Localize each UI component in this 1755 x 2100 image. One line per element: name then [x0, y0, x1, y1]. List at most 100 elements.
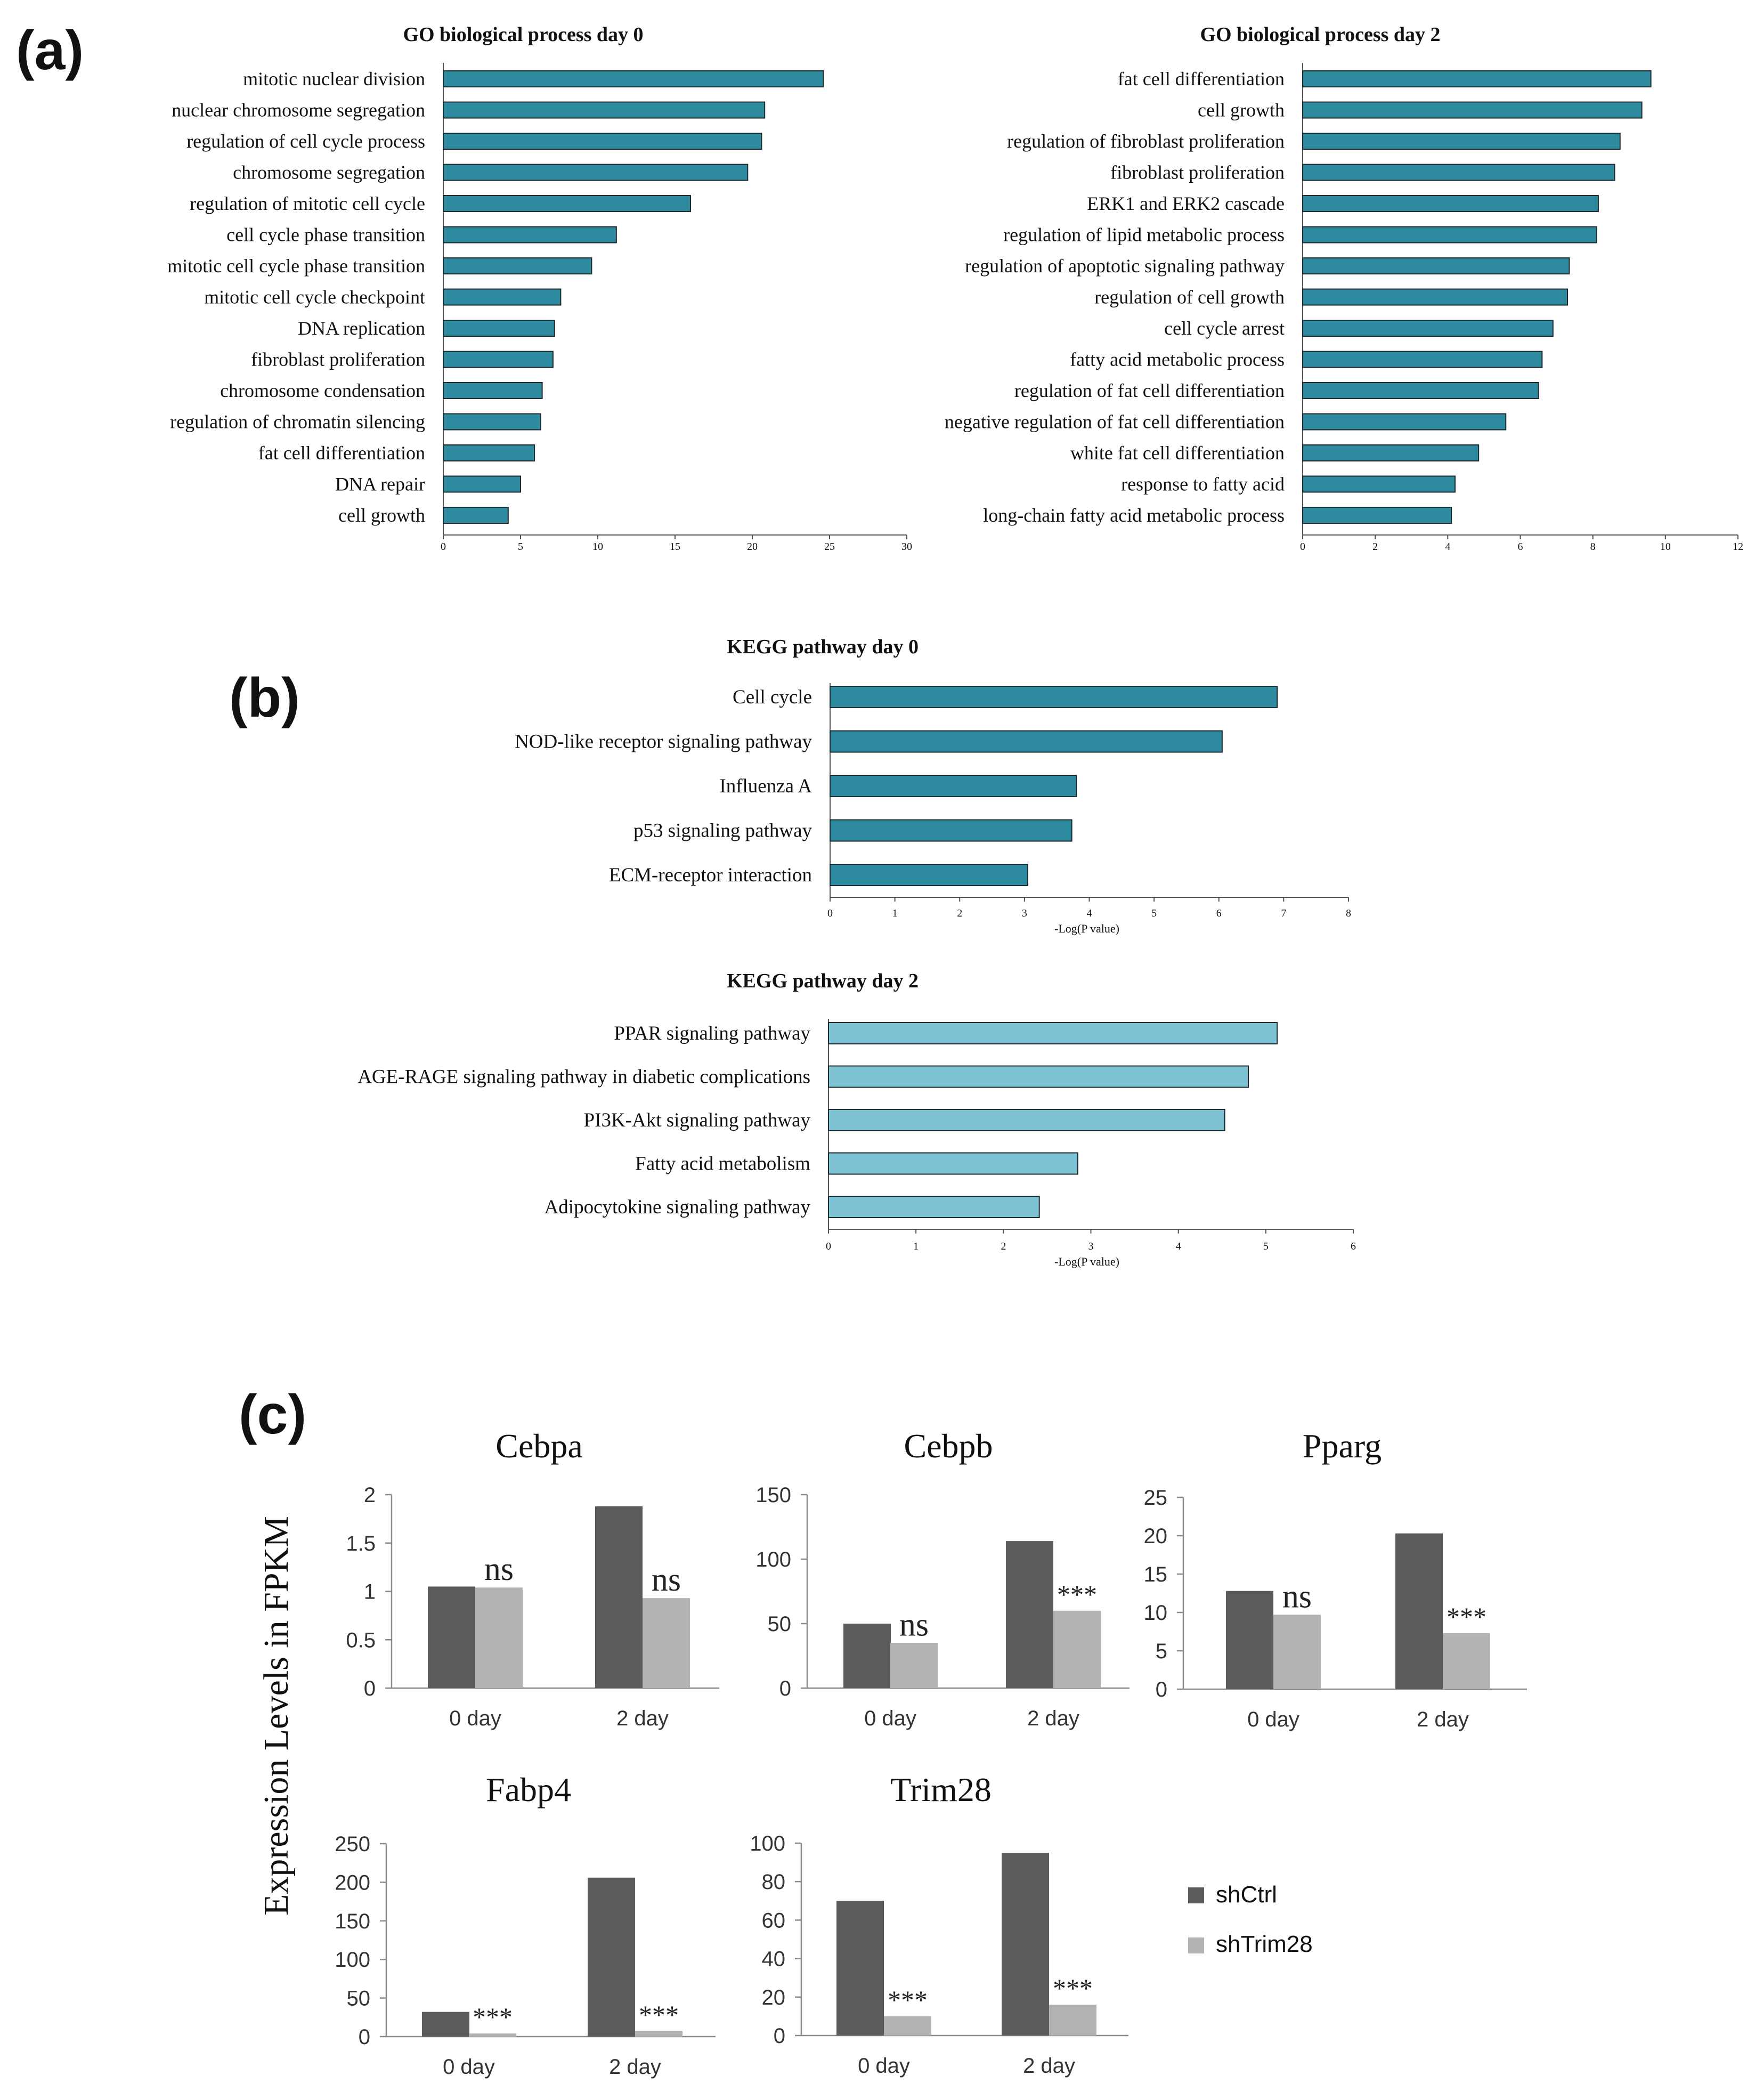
trim28-y-tick-label: 20	[762, 1986, 786, 2009]
cebpb-y-tick-label: 150	[755, 1483, 791, 1507]
go_day2-bar	[1302, 164, 1615, 181]
go_day0-bar	[443, 226, 617, 244]
go_day2-category-label: negative regulation of fat cell differen…	[945, 411, 1285, 432]
kegg_day2-category-label: PPAR signaling pathway	[614, 1023, 810, 1044]
go_day2-bar	[1302, 351, 1543, 368]
cebpb-bar-shtrim28	[890, 1643, 938, 1688]
pparg-y-tick-label: 0	[1156, 1678, 1167, 1701]
kegg_day2-bar	[828, 1196, 1040, 1218]
kegg_day0-x-tick-label: 4	[1087, 907, 1092, 919]
fabp4-y-tick-label: 100	[335, 1948, 370, 1972]
go_day2-category-label: fatty acid metabolic process	[1070, 348, 1285, 370]
kegg_day2-bar	[828, 1152, 1078, 1175]
fabp4-bar-shctrl	[588, 1877, 635, 2037]
go_day2-category-label: regulation of fat cell differentiation	[1014, 380, 1285, 401]
go_day0-bar	[443, 475, 521, 493]
go-day0-title: GO biological process day 0	[403, 23, 643, 46]
pparg-bar-shctrl	[1226, 1591, 1273, 1689]
kegg_day0-category-label: p53 signaling pathway	[633, 820, 812, 842]
pparg-bar-shctrl	[1395, 1533, 1443, 1689]
go_day2-x-tick-label: 4	[1445, 541, 1450, 553]
go_day2-x-tick-label: 6	[1518, 541, 1523, 553]
go_day0-bar	[443, 382, 543, 399]
trim28-category-label: 2 day	[1023, 2054, 1075, 2078]
trim28-bar-shtrim28	[884, 2016, 931, 2036]
go_day0-x-tick-label: 5	[518, 541, 523, 553]
go_day2-x-tick-label: 12	[1733, 541, 1743, 553]
fabp4-bar-shtrim28	[469, 2033, 516, 2037]
panel-label-c: (c)	[239, 1384, 306, 1446]
go_day2-category-label: fat cell differentiation	[1118, 68, 1285, 90]
go_day0-bar	[443, 351, 554, 368]
fabp4-bar-shctrl	[422, 2012, 469, 2037]
go_day0-category-label: mitotic cell cycle phase transition	[167, 255, 425, 277]
fabp4-title: Fabp4	[486, 1771, 571, 1809]
trim28-y-tick-label: 40	[762, 1948, 786, 1971]
cebpa-bar-shtrim28	[643, 1598, 690, 1688]
go_day0-bar	[443, 101, 766, 119]
go_day0-bar	[443, 320, 555, 337]
trim28-significance-label: ***	[1053, 1973, 1093, 2003]
kegg_day2-x-tick-label: 0	[826, 1240, 831, 1252]
trim28-y-tick-label: 100	[750, 1832, 785, 1855]
legend-swatch-shtrim28	[1188, 1937, 1204, 1953]
cebpb-bar-shtrim28	[1053, 1610, 1101, 1688]
go_day2-bar	[1302, 382, 1539, 399]
go_day2-bar	[1302, 475, 1456, 493]
go_day0-bar	[443, 133, 762, 150]
cebpa-y-tick-label: 0	[364, 1677, 376, 1700]
kegg_day2-bar	[828, 1022, 1278, 1044]
go_day2-category-label: regulation of fibroblast proliferation	[1007, 131, 1285, 152]
fabp4-category-label: 2 day	[609, 2055, 661, 2079]
cebpb-bar-shctrl	[1006, 1541, 1053, 1688]
panel-label-a: (a)	[16, 20, 84, 82]
go_day2-bar	[1302, 101, 1643, 119]
cebpb-title: Cebpb	[904, 1427, 993, 1465]
pparg-y-tick-label: 5	[1156, 1640, 1167, 1663]
fabp4-y-tick-label: 200	[335, 1871, 370, 1894]
trim28-y-tick-label: 60	[762, 1909, 786, 1932]
go_day0-bar	[443, 257, 592, 274]
go_day2-x-tick-label: 8	[1590, 541, 1596, 553]
cebpb-y-tick-label: 0	[779, 1677, 791, 1700]
kegg_day2-category-label: Fatty acid metabolism	[635, 1153, 810, 1175]
panel-label-b: (b)	[229, 667, 300, 729]
cebpb-bar-shctrl	[843, 1624, 891, 1688]
kegg_day2-category-label: AGE-RAGE signaling pathway in diabetic c…	[358, 1066, 810, 1088]
go_day2-category-label: regulation of apoptotic signaling pathwa…	[965, 255, 1285, 277]
kegg_day0-bar	[830, 686, 1278, 708]
cebpa-y-tick-label: 1	[364, 1580, 376, 1604]
go-day2-title: GO biological process day 2	[1200, 23, 1440, 46]
go_day0-category-label: DNA repair	[335, 473, 425, 494]
kegg-day2-xlabel: -Log(P value)	[1054, 1255, 1119, 1268]
go_day0-category-label: chromosome condensation	[220, 380, 425, 401]
go_day2-bar	[1302, 444, 1480, 461]
go_day2-x-tick-label: 2	[1372, 541, 1378, 553]
kegg_day0-category-label: NOD-like receptor signaling pathway	[515, 731, 812, 753]
go_day2-category-label: cell growth	[1198, 99, 1285, 120]
pparg-y-tick-label: 15	[1144, 1563, 1168, 1586]
kegg_day2-category-label: Adipocytokine signaling pathway	[545, 1196, 811, 1218]
go_day0-bar	[443, 288, 562, 306]
trim28-bar-shctrl	[836, 1901, 884, 2036]
cebpa-significance-label: ns	[484, 1551, 514, 1587]
kegg_day2-x-tick-label: 1	[913, 1240, 919, 1252]
pparg-bar-shtrim28	[1443, 1633, 1490, 1689]
legend-swatch-shctrl	[1188, 1887, 1204, 1903]
pparg-title: Pparg	[1303, 1427, 1382, 1465]
go_day0-x-tick-label: 0	[441, 541, 446, 553]
go_day0-x-tick-label: 30	[901, 541, 912, 553]
go_day0-category-label: nuclear chromosome segregation	[172, 99, 425, 120]
cebpb-significance-label: ***	[1057, 1579, 1097, 1609]
fabp4-y-tick-label: 0	[359, 2025, 370, 2049]
go_day0-category-label: regulation of mitotic cell cycle	[190, 193, 425, 214]
kegg_day0-x-tick-label: 5	[1151, 907, 1157, 919]
go_day2-category-label: fibroblast proliferation	[1110, 161, 1285, 183]
go_day2-category-label: cell cycle arrest	[1164, 318, 1285, 339]
pparg-significance-label: ns	[1282, 1578, 1312, 1615]
trim28-title: Trim28	[890, 1771, 992, 1809]
go_day2-bar	[1302, 507, 1452, 524]
kegg_day0-x-tick-label: 6	[1216, 907, 1222, 919]
